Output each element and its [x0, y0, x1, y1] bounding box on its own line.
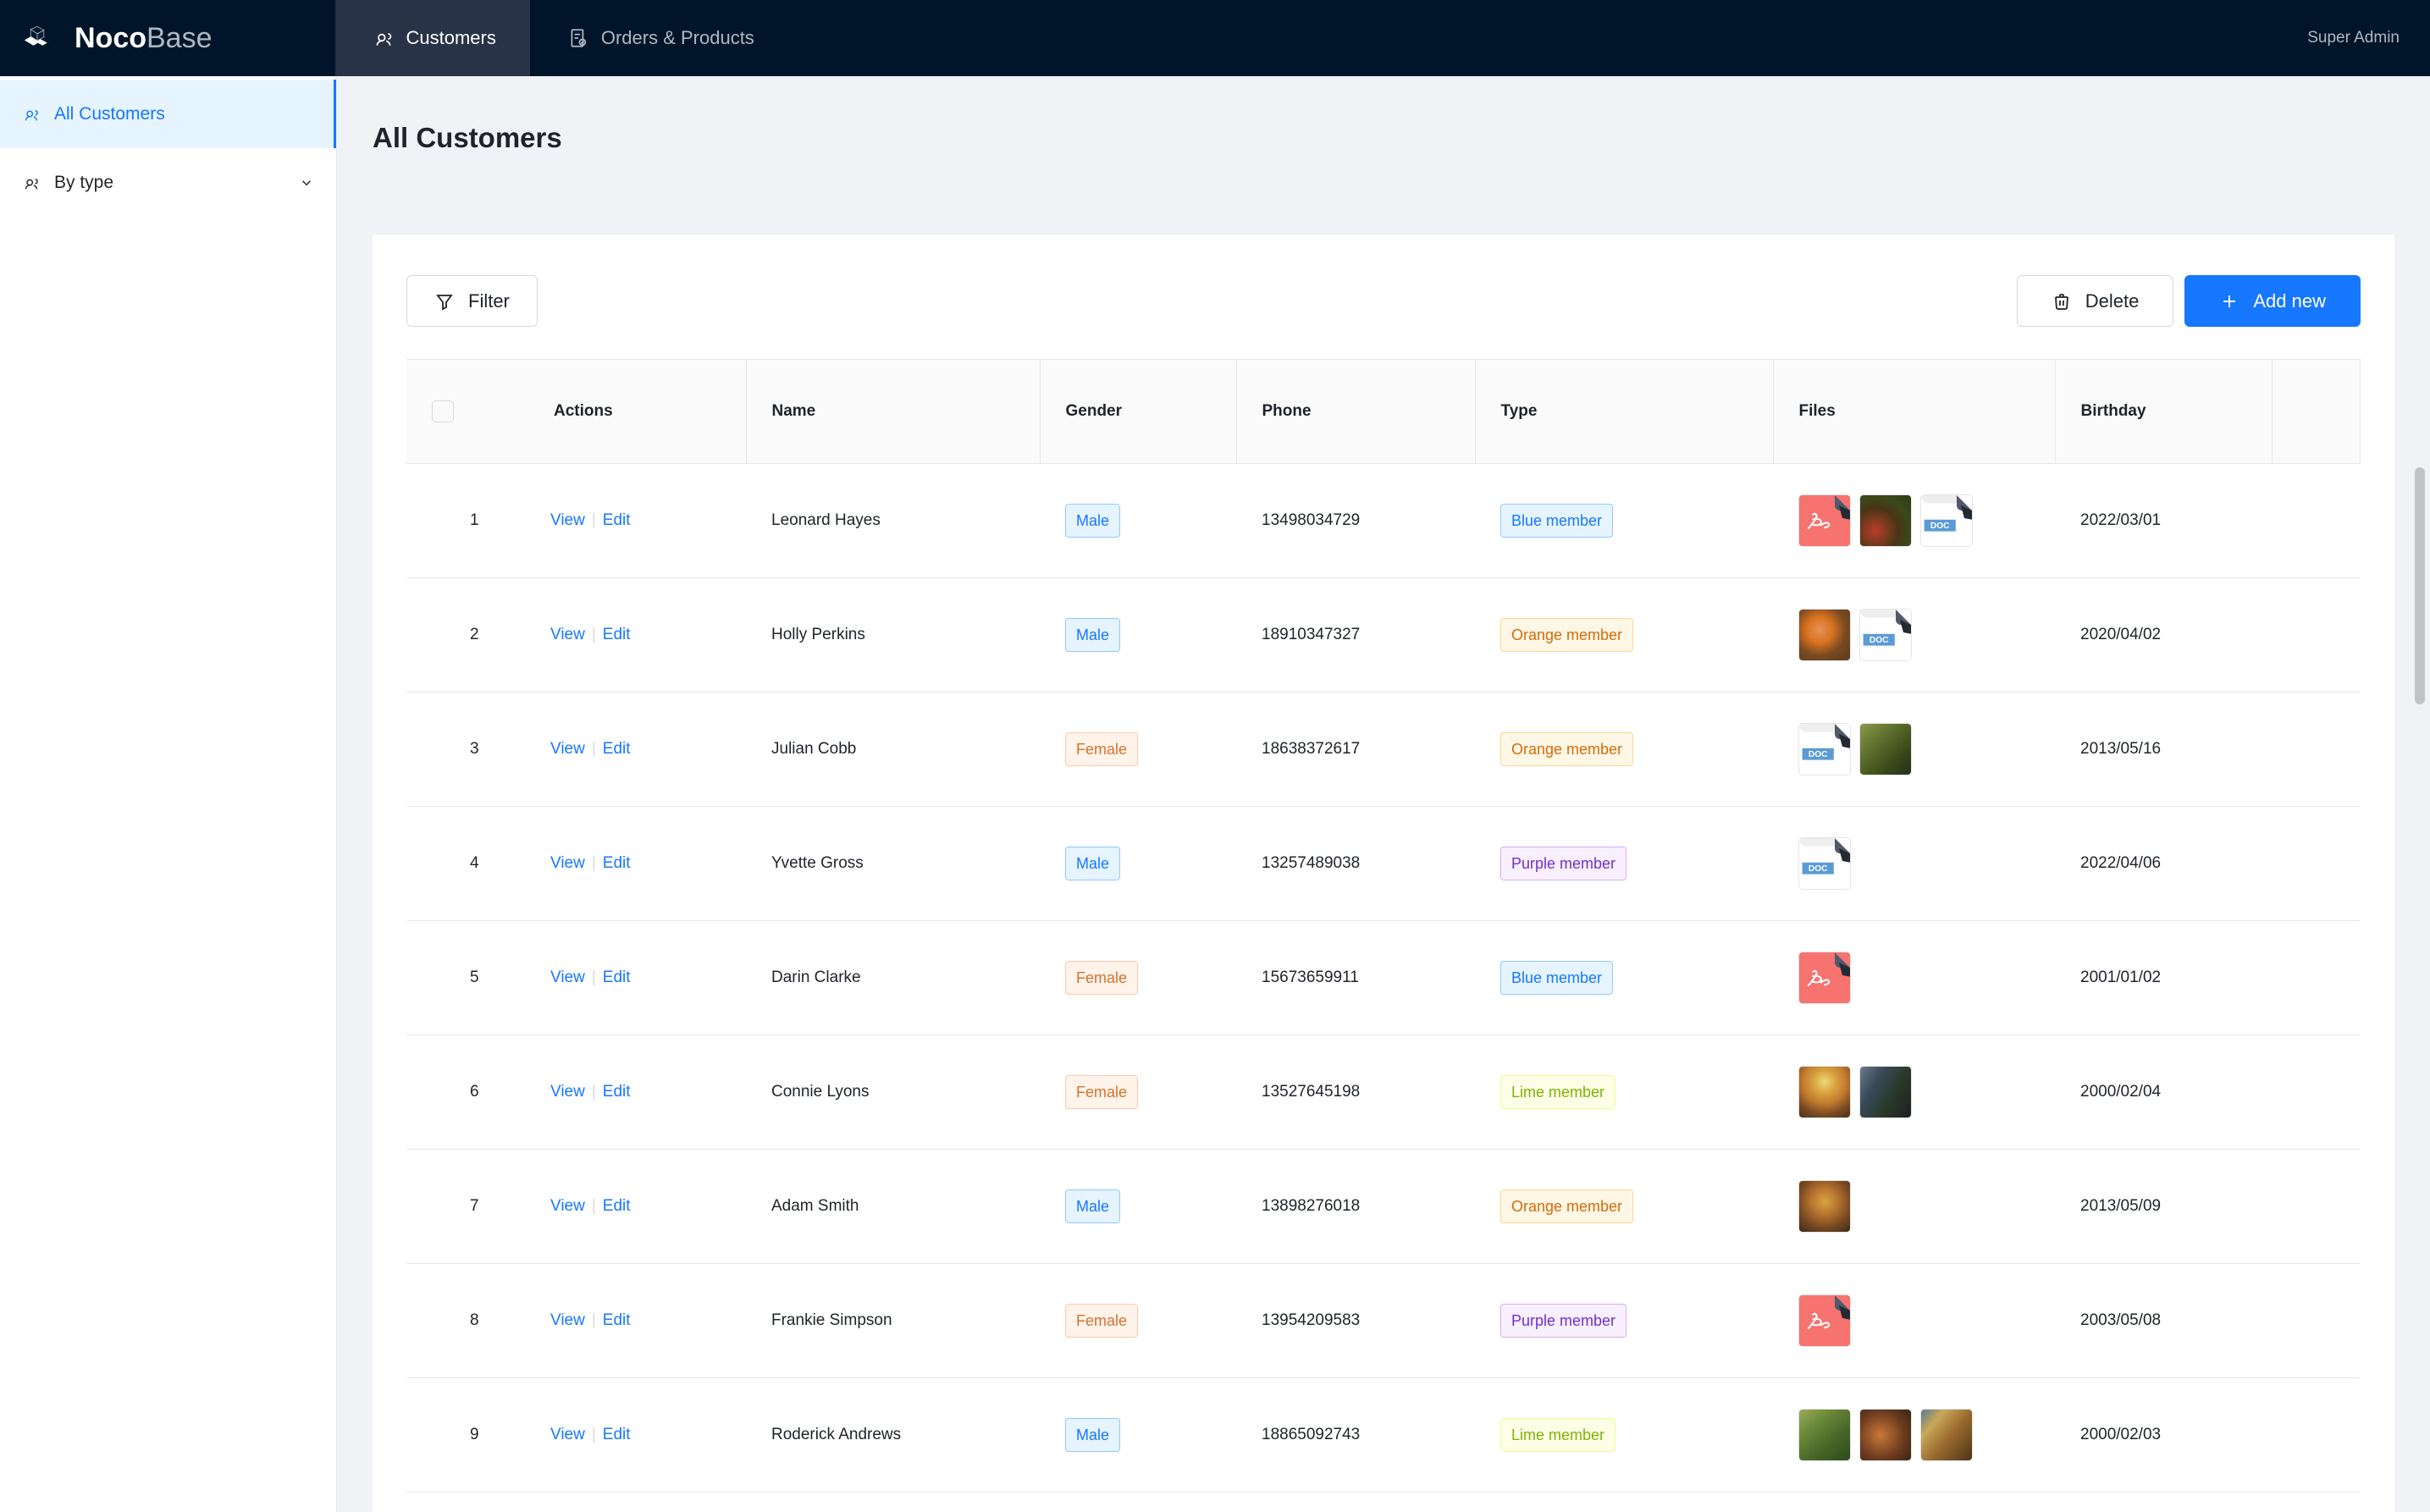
svg-text:DOC: DOC: [1869, 636, 1889, 645]
svg-text:DOC: DOC: [1809, 750, 1828, 759]
svg-text:DOC: DOC: [1809, 864, 1828, 874]
svg-text:DOC: DOC: [1930, 521, 1950, 531]
